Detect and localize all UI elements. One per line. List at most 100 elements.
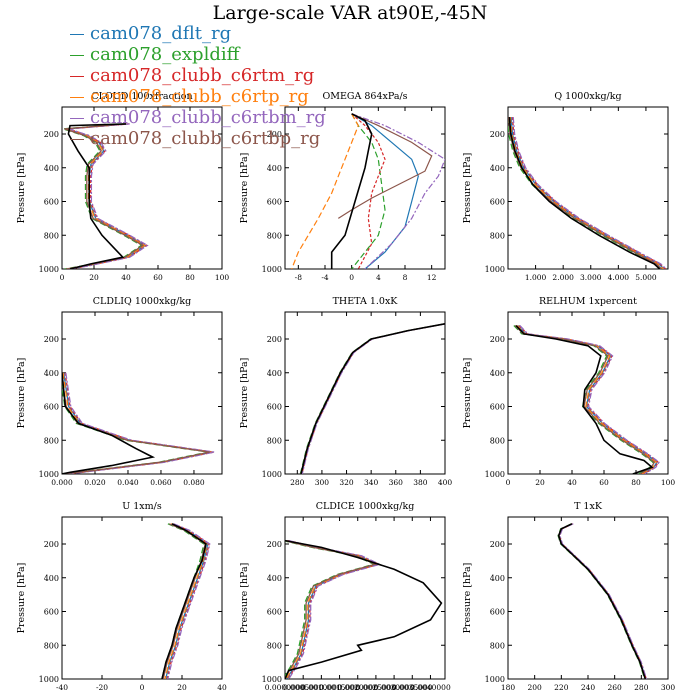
y-tick-label: 400 <box>490 369 505 378</box>
y-tick-label: 1000 <box>262 265 282 274</box>
x-tick-label: 0.0025000 <box>356 683 397 692</box>
y-tick-label: 600 <box>267 608 282 617</box>
y-axis-label: Pressure [hPa] <box>462 563 473 634</box>
plot-frame <box>284 516 446 680</box>
y-tick-label: 200 <box>44 130 59 139</box>
x-tick-label: 4.000 <box>608 273 630 282</box>
series-line <box>300 323 445 474</box>
y-tick-label: 600 <box>490 403 505 412</box>
x-tick-label: 2.000 <box>552 273 574 282</box>
x-tick-label: 80 <box>185 273 195 282</box>
y-tick-label: 800 <box>490 436 505 445</box>
y-tick-label: 200 <box>44 540 59 549</box>
x-tick-label: 0 <box>506 478 511 487</box>
x-tick-label: 0.0010000 <box>301 683 342 692</box>
y-tick-label: 1000 <box>39 470 59 479</box>
legend-label: cam078_clubb_c6rtp_rg <box>90 86 309 107</box>
series-line <box>68 123 149 269</box>
plot-frame <box>61 516 223 680</box>
x-tick-label: 0 <box>349 273 354 282</box>
legend-label: cam078_expldiff <box>90 44 240 65</box>
x-tick-label: 3.000 <box>580 273 602 282</box>
series-line <box>337 113 433 219</box>
y-tick-label: 1000 <box>485 675 505 684</box>
x-tick-label: 0.0030000 <box>374 683 415 692</box>
x-tick-label: 0.0040000 <box>410 683 451 692</box>
x-tick-label: 220 <box>554 683 569 692</box>
series-line <box>510 117 665 269</box>
panel-title: Q 1000xkg/kg <box>554 91 621 102</box>
series-line <box>299 323 445 474</box>
y-tick-label: 600 <box>44 403 59 412</box>
y-tick-label: 1000 <box>39 675 59 684</box>
y-tick-label: 800 <box>490 231 505 240</box>
series-line <box>165 523 209 679</box>
x-tick-label: 280 <box>634 683 649 692</box>
legend-line <box>70 118 84 119</box>
series-line <box>288 539 382 679</box>
y-axis-label: Pressure [hPa] <box>462 358 473 429</box>
y-tick-label: 1000 <box>262 470 282 479</box>
x-tick-label: 400 <box>438 478 453 487</box>
series-line <box>557 523 647 679</box>
series-line <box>517 325 658 474</box>
panel: THETA 1.0xK Pressure [hPa] 200 400 600 800 100… <box>239 296 452 487</box>
panel-title: CLDLIQ 1000xkg/kg <box>93 296 191 307</box>
series-line <box>557 523 646 679</box>
x-tick-label: 0.040 <box>117 478 139 487</box>
x-tick-label: 240 <box>581 683 596 692</box>
y-axis-label: Pressure [hPa] <box>462 153 473 224</box>
x-tick-label: 20 <box>89 273 99 282</box>
x-tick-label: 0.0015000 <box>319 683 360 692</box>
y-tick-label: 200 <box>44 335 59 344</box>
panel: CLDICE 1000xkg/kg Pressure [hPa] 200 400 600… <box>239 501 451 692</box>
y-tick-label: 400 <box>267 164 282 173</box>
y-tick-label: 1000 <box>39 265 59 274</box>
x-tick-label: 20 <box>535 478 545 487</box>
plot-frame <box>507 311 669 475</box>
legend-label: cam078_clubb_c6rtbm_rg <box>90 107 326 128</box>
main-title: Large-scale VAR at90E,-45N <box>212 2 488 24</box>
x-tick-label: 300 <box>661 683 676 692</box>
y-tick-label: 600 <box>44 198 59 207</box>
y-tick-label: 600 <box>44 608 59 617</box>
x-tick-label: 0.0020000 <box>337 683 378 692</box>
legend-line <box>70 55 84 56</box>
series-line <box>518 325 660 474</box>
series-line <box>508 117 663 269</box>
series-line <box>508 117 661 269</box>
y-tick-label: 800 <box>490 641 505 650</box>
y-tick-label: 200 <box>490 540 505 549</box>
x-tick-label: 0 <box>140 683 145 692</box>
panel-title: CLOUD 100xfraction <box>91 91 192 102</box>
series-line <box>519 325 660 474</box>
panel: CLDLIQ 1000xkg/kg Pressure [hPa] 200 400 600… <box>16 296 223 487</box>
x-tick-label: 80 <box>631 478 641 487</box>
series-line <box>64 372 214 474</box>
x-tick-label: 280 <box>290 478 305 487</box>
y-tick-label: 200 <box>267 130 282 139</box>
y-tick-label: 200 <box>267 540 282 549</box>
series-line <box>558 523 647 679</box>
x-tick-label: 5.000 <box>635 273 657 282</box>
panel-title: THETA 1.0xK <box>333 296 399 307</box>
series-line <box>515 324 654 474</box>
y-tick-label: 600 <box>490 198 505 207</box>
x-tick-label: 260 <box>608 683 623 692</box>
y-tick-label: 400 <box>44 574 59 583</box>
y-tick-label: 800 <box>44 436 59 445</box>
x-tick-label: 320 <box>339 478 354 487</box>
x-tick-label: 20 <box>177 683 187 692</box>
x-tick-label: 60 <box>599 478 609 487</box>
series-line <box>300 323 445 474</box>
legend-line <box>70 139 84 140</box>
panel-title: OMEGA 864xPa/s <box>322 91 407 102</box>
legend-label: cam078_clubb_c6rtm_rg <box>90 65 315 86</box>
x-tick-label: 0.000 <box>51 478 73 487</box>
series-line <box>67 123 127 269</box>
x-tick-label: 180 <box>501 683 516 692</box>
series-line <box>300 323 445 474</box>
plot-frame <box>507 516 669 680</box>
series-line <box>285 539 443 679</box>
x-tick-label: -20 <box>96 683 108 692</box>
